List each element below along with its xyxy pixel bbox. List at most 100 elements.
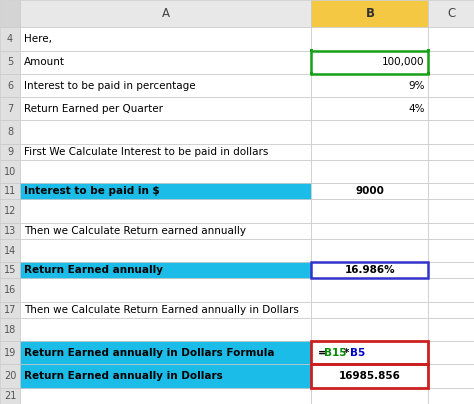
Bar <box>20 160 311 183</box>
Bar <box>428 74 474 97</box>
Text: Interest to be paid in percentage: Interest to be paid in percentage <box>24 80 196 90</box>
Bar <box>20 262 311 278</box>
Bar <box>20 318 311 341</box>
Text: B5: B5 <box>350 348 365 358</box>
Bar <box>20 302 311 318</box>
Text: =: = <box>318 348 326 358</box>
Bar <box>0 388 20 404</box>
Bar <box>428 318 474 341</box>
Bar <box>0 144 20 160</box>
Text: 9%: 9% <box>408 80 425 90</box>
Bar <box>428 278 474 302</box>
Bar <box>0 160 20 183</box>
Bar <box>0 341 20 364</box>
Text: 12: 12 <box>4 206 16 216</box>
Bar <box>311 144 428 160</box>
Bar <box>311 0 428 27</box>
Text: 9000: 9000 <box>356 186 384 196</box>
Text: 10: 10 <box>4 166 16 177</box>
Bar <box>311 51 428 74</box>
Bar <box>311 341 428 364</box>
Text: A: A <box>162 7 170 20</box>
Bar <box>20 120 311 144</box>
Bar <box>20 27 311 51</box>
Bar <box>20 144 311 160</box>
Bar <box>20 388 311 404</box>
Bar <box>428 144 474 160</box>
Bar <box>311 200 428 223</box>
Bar <box>0 223 20 239</box>
Text: 100,000: 100,000 <box>382 57 425 67</box>
Text: 19: 19 <box>4 348 16 358</box>
Text: 15: 15 <box>4 265 16 276</box>
Text: 13: 13 <box>4 226 16 236</box>
Bar <box>311 388 428 404</box>
Bar <box>428 341 474 364</box>
Bar <box>20 51 311 74</box>
Text: 6: 6 <box>7 80 13 90</box>
Bar <box>0 0 20 27</box>
Text: 20: 20 <box>4 371 16 381</box>
Bar <box>310 72 313 76</box>
Bar <box>0 302 20 318</box>
Bar <box>311 183 428 200</box>
Bar <box>427 72 430 76</box>
Bar <box>311 160 428 183</box>
Bar <box>311 223 428 239</box>
Bar <box>428 262 474 278</box>
Bar <box>20 97 311 120</box>
Bar <box>311 74 428 97</box>
Bar <box>428 97 474 120</box>
Text: 9: 9 <box>7 147 13 157</box>
Text: 21: 21 <box>4 391 16 401</box>
Text: B15: B15 <box>324 348 347 358</box>
Bar <box>0 183 20 200</box>
Bar <box>0 120 20 144</box>
Bar <box>311 262 428 278</box>
Bar <box>0 51 20 74</box>
Text: Then we Calculate Return Earned annually in Dollars: Then we Calculate Return Earned annually… <box>24 305 299 315</box>
Text: 4%: 4% <box>408 104 425 114</box>
Text: Then we Calculate Return earned annually: Then we Calculate Return earned annually <box>24 226 246 236</box>
Bar <box>428 51 474 74</box>
Bar <box>428 200 474 223</box>
Bar <box>311 364 428 388</box>
Bar <box>311 364 428 388</box>
Bar <box>428 302 474 318</box>
Bar <box>311 341 428 364</box>
Text: 16985.856: 16985.856 <box>339 371 401 381</box>
Bar <box>428 120 474 144</box>
Bar <box>20 0 311 27</box>
Bar <box>428 223 474 239</box>
Text: Return Earned per Quarter: Return Earned per Quarter <box>24 104 163 114</box>
Bar <box>428 27 474 51</box>
Text: Amount: Amount <box>24 57 65 67</box>
Bar <box>0 318 20 341</box>
Bar <box>20 200 311 223</box>
Text: 11: 11 <box>4 186 16 196</box>
Bar <box>311 364 428 388</box>
Bar <box>20 278 311 302</box>
Bar <box>311 27 428 51</box>
Text: 16: 16 <box>4 285 16 295</box>
Text: C: C <box>447 7 456 20</box>
Text: 17: 17 <box>4 305 16 315</box>
Bar <box>0 97 20 120</box>
Text: Interest to be paid in $: Interest to be paid in $ <box>24 186 160 196</box>
Bar <box>311 51 428 74</box>
Bar <box>427 49 430 52</box>
Bar <box>20 341 311 364</box>
Text: Return Earned annually in Dollars: Return Earned annually in Dollars <box>24 371 223 381</box>
Bar <box>0 27 20 51</box>
Text: 5: 5 <box>7 57 13 67</box>
Bar <box>310 49 313 52</box>
Bar <box>428 364 474 388</box>
Bar <box>20 364 311 388</box>
Text: Return Earned annually in Dollars Formula: Return Earned annually in Dollars Formul… <box>24 348 274 358</box>
Text: First We Calculate Interest to be paid in dollars: First We Calculate Interest to be paid i… <box>24 147 268 157</box>
Bar <box>20 262 311 278</box>
Text: Return Earned annually: Return Earned annually <box>24 265 163 276</box>
Bar <box>428 183 474 200</box>
Text: 18: 18 <box>4 325 16 335</box>
Bar <box>428 388 474 404</box>
